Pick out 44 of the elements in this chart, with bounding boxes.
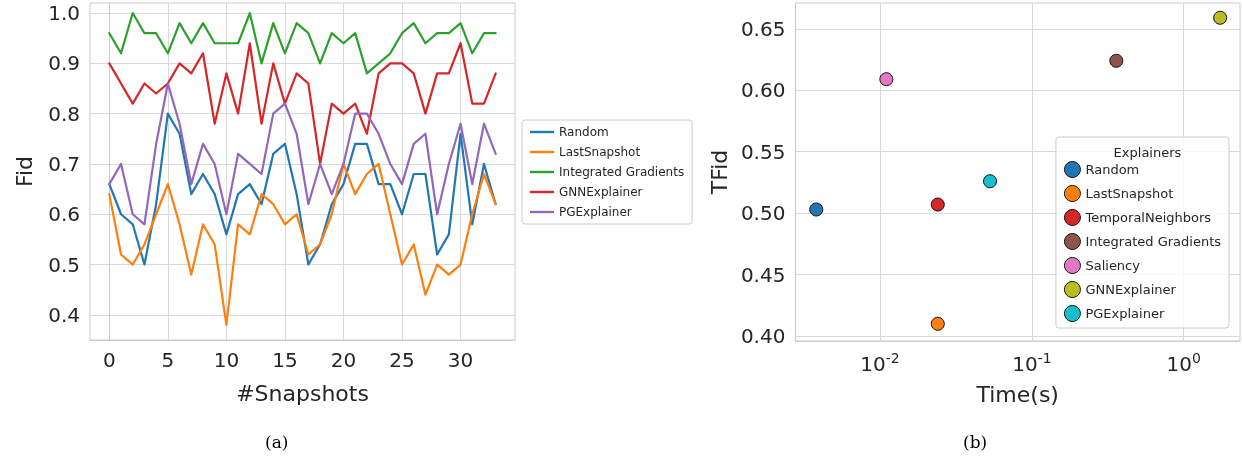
legend-label: PGExplainer <box>559 205 632 219</box>
legend-label: GNNExplainer <box>1085 282 1177 297</box>
y-tick-label: 0.45 <box>740 262 786 287</box>
x-tick-label: 0 <box>102 348 116 372</box>
legend-label: Integrated Gradients <box>559 165 685 179</box>
legend-label: GNNExplainer <box>559 185 643 199</box>
y-tick-label: 0.65 <box>740 16 786 41</box>
x-tick-label: 5 <box>161 348 175 372</box>
line-series <box>108 42 497 166</box>
x-tick-label: 20 <box>330 348 357 372</box>
legend-label: Saliency <box>1085 258 1141 273</box>
x-tick-label: 15 <box>272 348 298 372</box>
x-tick-label: 30 <box>447 348 474 372</box>
y-tick-label: 0.60 <box>740 78 786 103</box>
y-tick-label: 0.4 <box>48 302 80 327</box>
x-tick-label: 25 <box>389 348 415 372</box>
y-axis-title: TFid <box>706 149 732 196</box>
line-series <box>108 11 497 75</box>
y-tick-label: 0.55 <box>740 139 786 164</box>
x-tick-label: 10 <box>213 348 240 372</box>
legend-label: Integrated Gradients <box>1085 234 1222 249</box>
line-series <box>108 82 497 226</box>
legend-label: Random <box>1085 162 1140 177</box>
legend-label: Random <box>559 125 609 139</box>
y-tick-label: 0.9 <box>48 51 80 76</box>
text: (b) <box>963 431 988 452</box>
y-tick-label: 0.40 <box>740 324 786 349</box>
line-series <box>108 112 497 266</box>
legend-title: Explainers <box>1113 144 1182 160</box>
y-tick-label: 0.8 <box>48 101 80 126</box>
line-series <box>108 162 497 327</box>
x-axis-title: Time(s) <box>975 381 1059 407</box>
y-tick-label: 1.0 <box>48 1 80 26</box>
y-tick-label: 0.7 <box>48 151 80 176</box>
legend-label: TemporalNeighbors <box>1084 210 1212 225</box>
y-axis-title: Fid <box>11 155 37 188</box>
legend-label: PGExplainer <box>1085 306 1165 321</box>
y-tick-label: 0.5 <box>48 252 80 277</box>
x-axis-title: #Snapshots <box>236 380 369 406</box>
y-tick-label: 0.50 <box>740 201 786 226</box>
y-tick-label: 0.6 <box>48 202 80 227</box>
text: (a) <box>265 431 289 452</box>
legend-label: LastSnapshot <box>559 145 641 159</box>
legend-label: LastSnapshot <box>1085 186 1174 201</box>
